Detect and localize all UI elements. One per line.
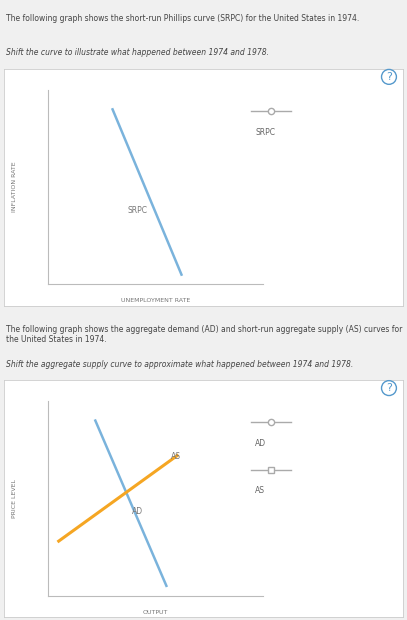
Text: PRICE LEVEL: PRICE LEVEL xyxy=(11,479,17,518)
Text: AD: AD xyxy=(255,439,267,448)
Text: OUTPUT: OUTPUT xyxy=(143,609,168,614)
Text: AS: AS xyxy=(255,487,265,495)
Text: The following graph shows the short-run Phillips curve (SRPC) for the United Sta: The following graph shows the short-run … xyxy=(6,14,359,23)
Text: AS: AS xyxy=(171,452,181,461)
Text: The following graph shows the aggregate demand (AD) and short-run aggregate supp: The following graph shows the aggregate … xyxy=(6,325,403,344)
Text: SRPC: SRPC xyxy=(255,128,276,137)
Text: AD: AD xyxy=(132,507,143,516)
Text: ?: ? xyxy=(386,72,392,82)
Text: SRPC: SRPC xyxy=(127,206,147,215)
Text: INFLATION RATE: INFLATION RATE xyxy=(11,162,17,213)
Text: Shift the curve to illustrate what happened between 1974 and 1978.: Shift the curve to illustrate what happe… xyxy=(6,48,269,58)
Text: UNEMPLOYMENT RATE: UNEMPLOYMENT RATE xyxy=(121,298,190,303)
Text: Shift the aggregate supply curve to approximate what happened between 1974 and 1: Shift the aggregate supply curve to appr… xyxy=(6,360,353,369)
Text: ?: ? xyxy=(386,383,392,393)
